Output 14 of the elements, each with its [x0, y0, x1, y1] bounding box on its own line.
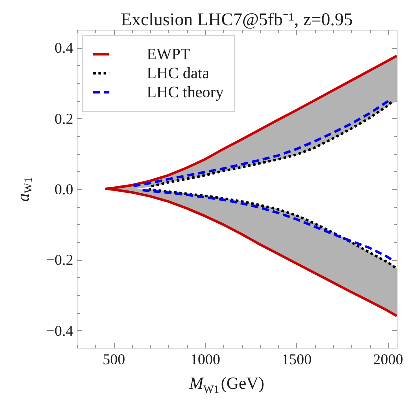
x-tick-label: 2000 [373, 352, 404, 368]
y-axis-title: aW1 [14, 178, 35, 202]
x-tick-label: 1000 [190, 352, 220, 368]
y-tick-label: 0.0 [54, 182, 74, 198]
legend-label: LHC theory [147, 84, 224, 102]
y-tick-label: −0.2 [46, 253, 74, 270]
y-tick-label: 0.2 [54, 112, 74, 128]
legend-label: LHC data [147, 66, 210, 82]
x-tick-label: 500 [102, 352, 126, 368]
y-tick-label: −0.4 [46, 324, 74, 340]
chart-title: Exclusion LHC7@5fb⁻¹, z=0.95 [120, 10, 354, 30]
y-tick-label: 0.4 [54, 41, 74, 58]
legend-label: EWPT [147, 46, 191, 64]
x-tick-label: 1500 [282, 352, 312, 368]
